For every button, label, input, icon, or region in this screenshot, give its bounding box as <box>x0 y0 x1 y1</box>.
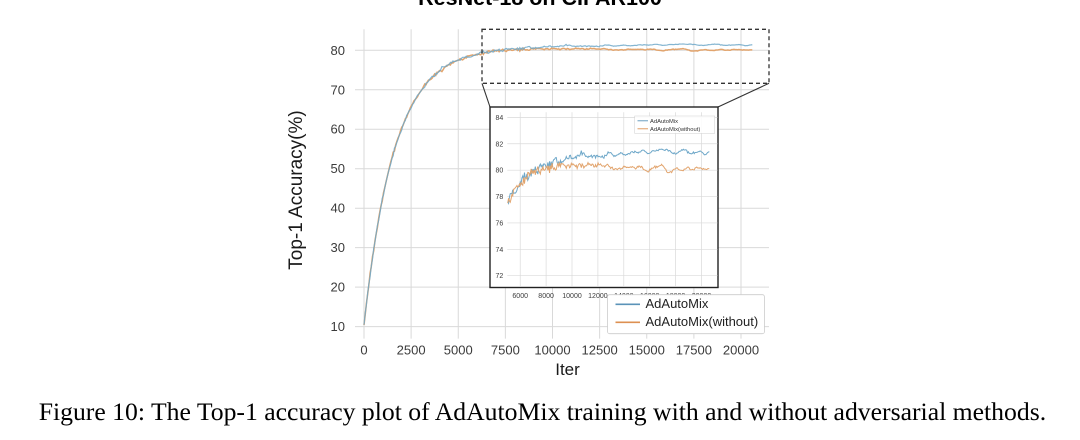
svg-text:20000: 20000 <box>723 343 759 358</box>
svg-text:2500: 2500 <box>397 343 426 358</box>
svg-text:8000: 8000 <box>538 293 554 300</box>
svg-text:10000: 10000 <box>562 293 582 300</box>
svg-text:70: 70 <box>331 82 345 97</box>
svg-text:50: 50 <box>331 161 345 176</box>
svg-text:74: 74 <box>496 247 504 254</box>
svg-text:20: 20 <box>331 280 345 295</box>
svg-text:80: 80 <box>331 43 345 58</box>
svg-text:12500: 12500 <box>582 343 618 358</box>
svg-text:84: 84 <box>496 115 504 122</box>
svg-text:AdAutoMix(without): AdAutoMix(without) <box>650 127 700 133</box>
svg-text:72: 72 <box>496 273 504 280</box>
svg-text:10000: 10000 <box>534 343 570 358</box>
svg-text:78: 78 <box>496 194 504 201</box>
svg-text:60: 60 <box>331 122 345 137</box>
svg-text:82: 82 <box>496 141 504 148</box>
svg-text:30: 30 <box>331 240 345 255</box>
svg-text:80: 80 <box>496 168 504 175</box>
svg-text:12000: 12000 <box>588 293 608 300</box>
svg-text:15000: 15000 <box>629 343 665 358</box>
svg-text:76: 76 <box>496 220 504 227</box>
svg-text:6000: 6000 <box>512 293 528 300</box>
svg-text:AdAutoMix: AdAutoMix <box>650 119 678 125</box>
svg-text:7500: 7500 <box>491 343 520 358</box>
svg-text:AdAutoMix: AdAutoMix <box>646 296 709 311</box>
svg-text:10: 10 <box>331 319 345 334</box>
svg-text:AdAutoMix(without): AdAutoMix(without) <box>646 314 759 329</box>
svg-text:17500: 17500 <box>676 343 712 358</box>
svg-text:0: 0 <box>360 343 367 358</box>
svg-text:40: 40 <box>331 201 345 216</box>
svg-text:5000: 5000 <box>444 343 473 358</box>
